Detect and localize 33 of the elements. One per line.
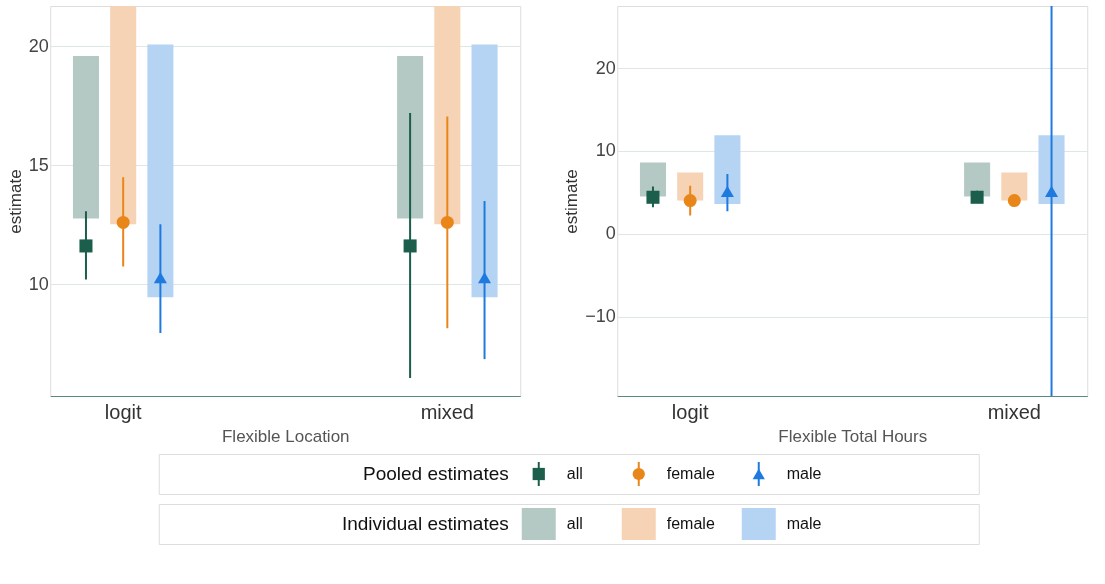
y-tick-label: 10 xyxy=(28,273,49,294)
bar xyxy=(714,135,741,204)
x-axis-title: Flexible Location xyxy=(221,426,350,446)
y-tick-label: 10 xyxy=(595,140,616,161)
y-axis-title: estimate xyxy=(562,169,582,234)
legend-label: female xyxy=(666,515,715,532)
x-tick-label: logit xyxy=(671,400,709,423)
y-tick-label: 15 xyxy=(28,154,49,175)
bar xyxy=(471,44,498,298)
y-tick-label: 20 xyxy=(595,57,616,78)
bar xyxy=(72,55,99,219)
bar xyxy=(964,162,991,197)
bar xyxy=(639,162,666,197)
x-axis-title: Flexible Total Hours xyxy=(778,426,928,446)
y-tick-label: 0 xyxy=(605,223,616,244)
bar xyxy=(110,6,137,225)
x-tick-label: mixed xyxy=(987,400,1041,423)
bar xyxy=(147,44,174,298)
bar xyxy=(434,6,461,225)
legend-title: Pooled estimates xyxy=(363,463,509,484)
y-axis-title: estimate xyxy=(5,169,25,234)
legend-label: all xyxy=(566,465,583,482)
legend-label: all xyxy=(566,515,583,532)
legend-label: male xyxy=(786,515,822,532)
legend-label: female xyxy=(666,465,715,482)
y-tick-label: −10 xyxy=(585,306,616,327)
x-tick-label: logit xyxy=(104,400,142,423)
y-tick-label: 20 xyxy=(28,35,49,56)
x-tick-label: mixed xyxy=(420,400,474,423)
legend-title: Individual estimates xyxy=(341,513,509,534)
bar xyxy=(397,55,424,219)
legend-label: male xyxy=(786,465,822,482)
bar xyxy=(1001,172,1028,201)
